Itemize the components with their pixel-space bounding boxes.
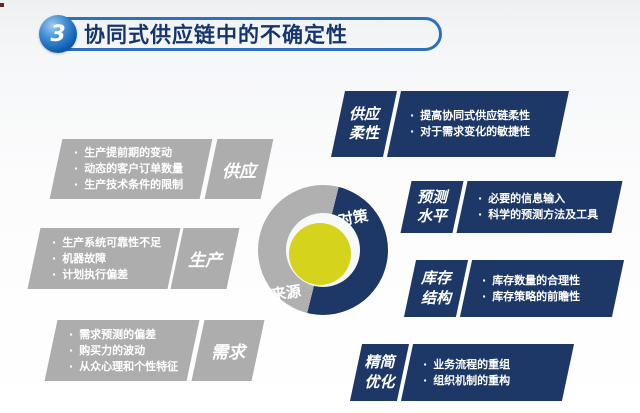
hub-core-circle	[289, 223, 351, 285]
source-label-box-supply: 供应	[211, 139, 267, 199]
countermeasure-bullets-streamline: 业务流程的重组 组织机制的重构	[407, 344, 568, 401]
source-bullets-supply: 生产提前期的变动 动态的客户订单数量 生产技术条件的限制	[56, 139, 206, 199]
bullet-item: 提高协同式供应链柔性	[410, 108, 562, 124]
countermeasure-bullets-flexibility: 提高协同式供应链柔性 对于需求变化的敏捷性	[394, 91, 562, 157]
countermeasure-label-box-inventory: 库存 结构	[410, 260, 462, 317]
badge-circle: 3	[39, 15, 77, 53]
countermeasure-bullets-forecast: 必要的信息输入 科学的预测方法及工具	[462, 181, 617, 233]
bullet-item: 从众心理和个性特征	[69, 359, 193, 375]
countermeasure-bullets-box-forecast: 必要的信息输入 科学的预测方法及工具	[462, 181, 617, 233]
source-label-box-demand: 需求	[198, 320, 258, 381]
hub-donut: 对策 来源	[258, 185, 388, 315]
countermeasure-bullets-box-inventory: 库存数量的合理性 库存策略的前瞻性	[466, 260, 618, 317]
countermeasure-label-forecast: 预测 水平	[416, 187, 447, 226]
bullet-item: 必要的信息输入	[478, 191, 617, 207]
source-label-production: 生产	[188, 251, 222, 271]
source-bullets-box-demand: 需求预测的偏差 购买力的波动 从众心理和个性特征	[51, 320, 193, 381]
hub-sources-label: 来源	[269, 281, 303, 304]
bullet-item: 业务流程的重组	[423, 357, 568, 373]
source-bullets-box-supply: 生产提前期的变动 动态的客户订单数量 生产技术条件的限制	[56, 139, 206, 199]
bullet-item: 机器故障	[52, 251, 174, 267]
bullet-item: 计划执行偏差	[52, 267, 174, 283]
source-bullets-demand: 需求预测的偏差 购买力的波动 从众心理和个性特征	[51, 320, 193, 381]
bullet-item: 组织机制的重构	[423, 373, 568, 389]
bullet-item: 购买力的波动	[69, 343, 193, 359]
bullet-item: 库存策略的前瞻性	[482, 289, 618, 305]
countermeasure-bullets-box-streamline: 业务流程的重组 组织机制的重构	[407, 344, 568, 401]
corner-mark	[0, 3, 4, 7]
bullet-item: 对于需求变化的敏捷性	[410, 124, 562, 140]
bullet-item: 需求预测的偏差	[69, 327, 193, 343]
countermeasure-bullets-box-flexibility: 提高协同式供应链柔性 对于需求变化的敏捷性	[394, 91, 562, 157]
source-label-supply: 供应	[222, 161, 256, 182]
countermeasure-label-box-flexibility: 供应 柔性	[338, 91, 390, 157]
badge-number: 3	[50, 21, 66, 47]
source-bullets-box-production: 生产系统可靠性不足 机器故障 计划执行偏差	[34, 228, 174, 289]
source-bullets-production: 生产系统可靠性不足 机器故障 计划执行偏差	[34, 228, 174, 289]
source-label-demand: 需求	[211, 343, 245, 363]
countermeasure-label-streamline: 精简 优化	[364, 353, 395, 391]
countermeasure-label-inventory: 库存 结构	[420, 269, 451, 307]
bullet-item: 生产提前期的变动	[74, 145, 206, 161]
bullet-item: 生产系统可靠性不足	[52, 235, 174, 251]
countermeasure-bullets-inventory: 库存数量的合理性 库存策略的前瞻性	[466, 260, 618, 317]
page-title: 协同式供应链中的不确定性	[84, 23, 348, 47]
bullet-item: 生产技术条件的限制	[74, 177, 206, 193]
countermeasure-label-box-streamline: 精简 优化	[356, 344, 403, 401]
countermeasure-label-box-forecast: 预测 水平	[406, 181, 458, 233]
source-label-box-production: 生产	[177, 228, 233, 289]
bullet-item: 动态的客户订单数量	[74, 161, 206, 177]
bullet-item: 科学的预测方法及工具	[478, 207, 617, 223]
countermeasure-label-flexibility: 供应 柔性	[348, 104, 379, 143]
bullet-item: 库存数量的合理性	[482, 273, 618, 289]
